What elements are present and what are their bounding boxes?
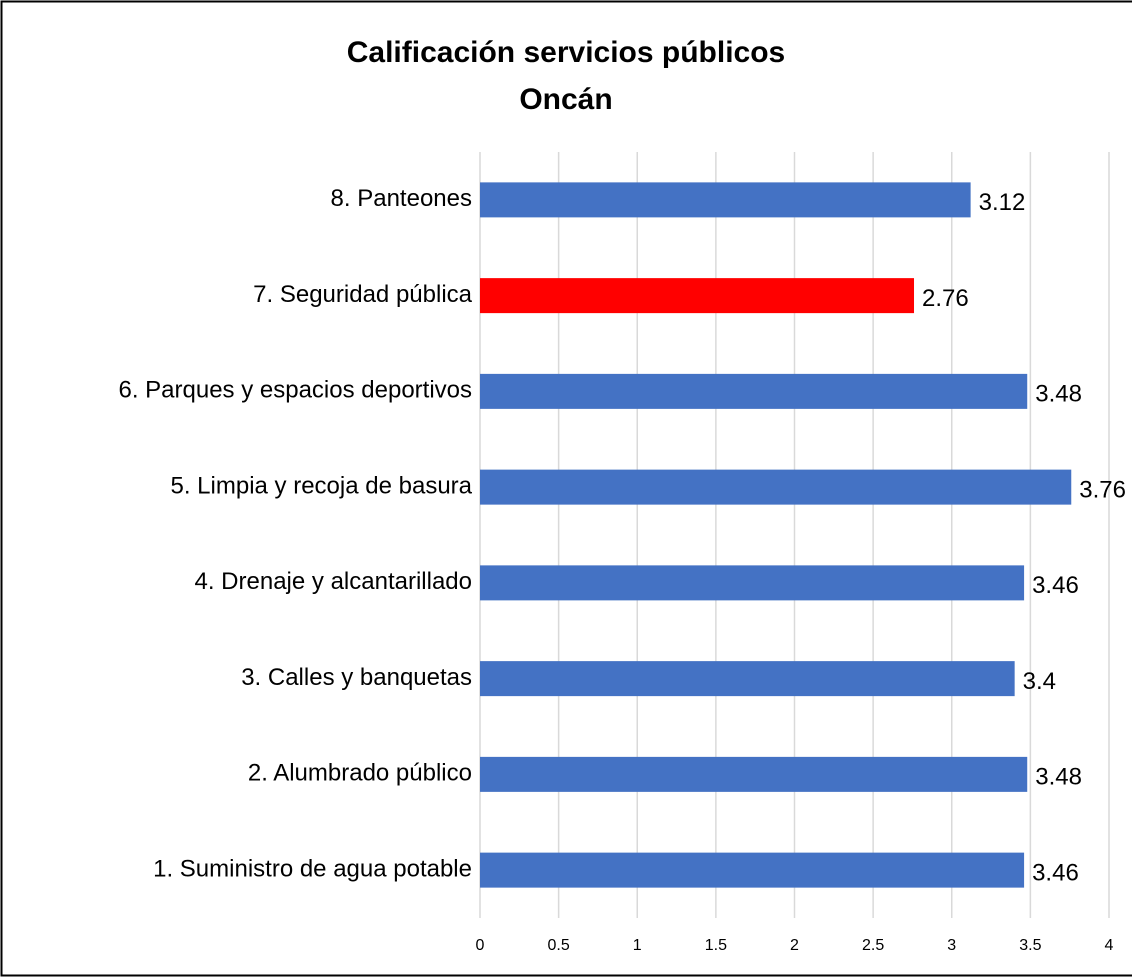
data-label: 3.76 (1079, 476, 1126, 503)
x-tick-label: 2 (790, 937, 799, 954)
data-label: 3.46 (1032, 572, 1079, 599)
data-label: 3.4 (1023, 668, 1056, 695)
y-tick-label: 1. Suministro de agua potable (153, 855, 472, 882)
chart-subtitle: Oncán (519, 83, 612, 116)
data-label: 3.48 (1035, 764, 1082, 791)
x-tick-label: 1 (633, 937, 642, 954)
chart-title: Calificación servicios públicos (347, 36, 786, 69)
bar (480, 852, 1025, 888)
bar (480, 661, 1015, 697)
x-tick-label: 3 (947, 937, 956, 954)
y-tick-label: 6. Parques y espacios deportivos (118, 377, 472, 404)
data-label: 2.76 (922, 285, 969, 312)
y-tick-label: 5. Limpia y recoja de basura (171, 472, 473, 499)
x-tick-label: 0.5 (548, 937, 570, 954)
x-tick-label: 0 (476, 937, 485, 954)
y-tick-label: 3. Calles y banquetas (241, 664, 472, 691)
y-tick-label: 7. Seguridad pública (253, 281, 472, 308)
bar (480, 278, 915, 314)
bar (480, 373, 1028, 409)
data-label: 3.12 (979, 189, 1026, 216)
x-tick-label: 4 (1105, 937, 1114, 954)
x-tick-label: 2.5 (862, 937, 884, 954)
y-tick-label: 2. Alumbrado público (248, 760, 472, 787)
data-label: 3.46 (1032, 859, 1079, 886)
data-label: 3.48 (1035, 381, 1082, 408)
bar (480, 756, 1028, 792)
x-tick-label: 3.5 (1019, 937, 1041, 954)
y-tick-label: 8. Panteones (331, 185, 472, 212)
bar (480, 565, 1025, 601)
y-tick-label: 4. Drenaje y alcantarillado (195, 568, 473, 595)
x-tick-label: 1.5 (705, 937, 727, 954)
bar (480, 469, 1072, 505)
bar (480, 182, 971, 218)
